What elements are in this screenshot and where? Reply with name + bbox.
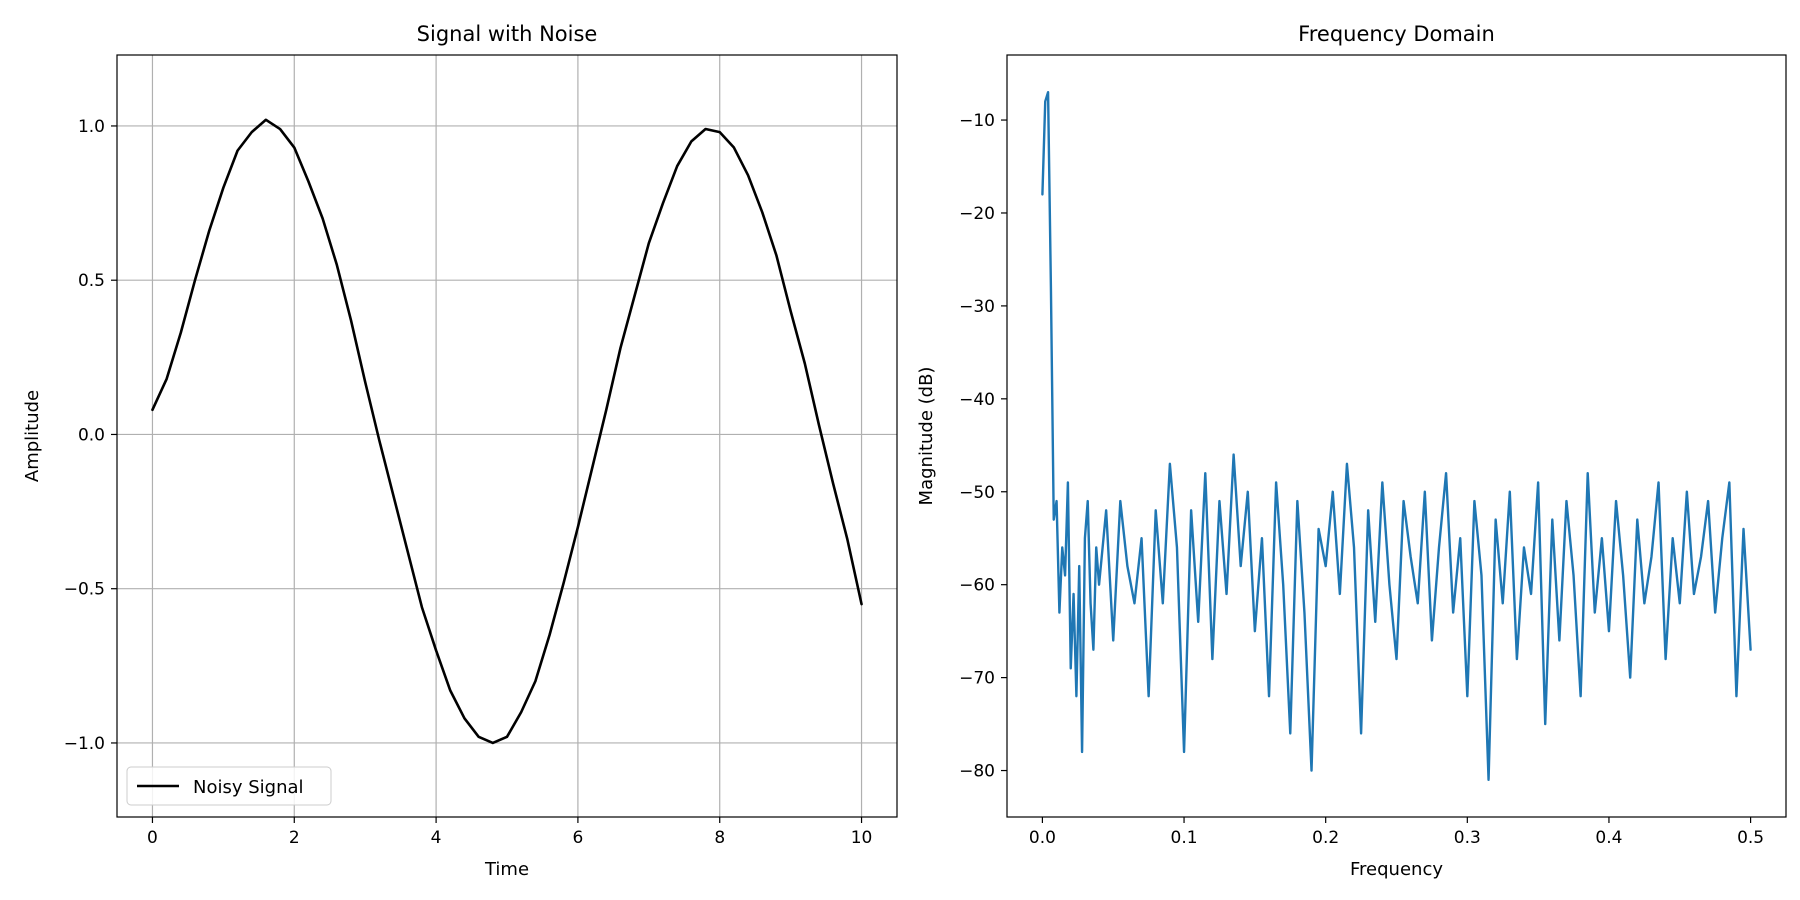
y-tick-label: 1.0 (78, 117, 105, 137)
y-tick-label: −50 (959, 483, 995, 503)
y-tick-label: −1.0 (64, 734, 105, 754)
x-tick-label: 0 (147, 828, 158, 848)
y-tick-label: −30 (959, 297, 995, 317)
x-tick-label: 0.1 (1171, 828, 1198, 848)
y-axis-label: Amplitude (22, 390, 43, 482)
legend: Noisy Signal (126, 766, 332, 806)
legend-box (126, 766, 332, 806)
y-tick-label: −70 (959, 669, 995, 689)
y-tick-label: 0.5 (78, 271, 105, 291)
y-tick-label: −20 (959, 204, 995, 224)
x-tick-label: 2 (289, 828, 300, 848)
y-axis-label: Magnitude (dB) (916, 367, 937, 506)
x-tick-label: 4 (431, 828, 442, 848)
axes-frame (116, 54, 898, 818)
x-axis-label: Frequency (1350, 859, 1443, 880)
x-tick-label: 0.0 (1029, 828, 1056, 848)
chart-title: Frequency Domain (1298, 22, 1495, 46)
chart-title: Signal with Noise (417, 22, 598, 46)
frequency-chart: 0.0 0.1 0.2 0.3 0.4 0.5 −10 −20 −30 −40 −50 −60 −70 −… (916, 22, 1787, 880)
y-tick-label: −0.5 (64, 580, 105, 600)
x-tick-label: 6 (572, 828, 583, 848)
x-tick-label: 0.5 (1737, 828, 1764, 848)
y-tick-label: −40 (959, 390, 995, 410)
series-line-0 (1041, 90, 1752, 782)
axes-frame (1006, 54, 1787, 818)
legend-label: Noisy Signal (193, 777, 304, 798)
x-tick-label: 0.3 (1454, 828, 1481, 848)
series-line-0 (151, 118, 863, 745)
x-tick-label: 0.2 (1312, 828, 1339, 848)
y-tick-label: −60 (959, 576, 995, 596)
x-tick-label: 10 (851, 828, 873, 848)
x-axis-label: Time (484, 859, 529, 880)
y-tick-label: 0.0 (78, 425, 105, 445)
y-tick-label: −10 (959, 111, 995, 131)
signal-chart: 0 2 4 6 8 10 −1.0 −0.5 0.0 0.5 1.0 Signal with Nois… (22, 22, 898, 880)
y-tick-label: −80 (959, 762, 995, 782)
x-tick-label: 0.4 (1595, 828, 1622, 848)
x-tick-label: 8 (714, 828, 725, 848)
